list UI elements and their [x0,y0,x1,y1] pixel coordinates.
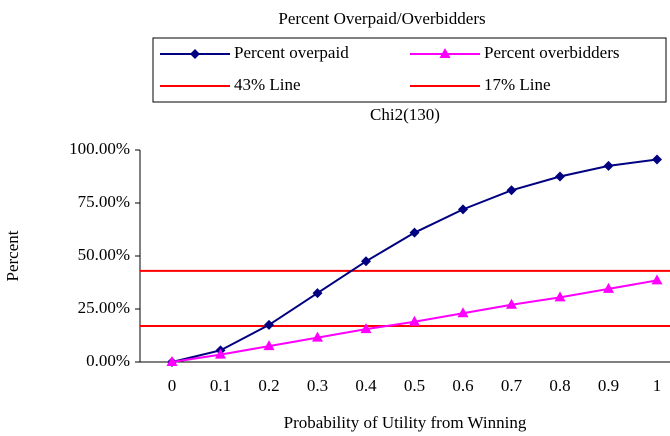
marker [361,256,371,267]
marker [264,319,274,330]
marker [555,171,565,182]
marker [458,204,468,215]
x-tick-label: 1 [653,376,662,395]
legend-label: 17% Line [484,75,551,94]
y-tick-label: 50.00% [78,245,130,264]
x-tick-label: 0 [168,376,177,395]
y-tick-label: 0.00% [86,351,130,370]
marker [312,331,323,342]
x-tick-label: 0.8 [549,376,570,395]
legend-label: 43% Line [234,75,301,94]
chart-subtitle: Chi2(130) [370,105,440,124]
legend-marker [439,48,451,58]
x-tick-label: 0.6 [452,376,473,395]
marker [603,160,614,171]
marker [409,227,420,238]
x-axis-label: Probability of Utility from Winning [284,413,527,432]
y-axis-label: Percent [3,230,22,281]
y-tick-label: 100.00% [69,139,130,158]
legend-marker [190,49,200,59]
marker [554,291,566,302]
chart-title: Percent Overpaid/Overbidders [278,9,485,28]
legend-box [152,37,667,103]
x-tick-label: 0.1 [210,376,231,395]
series-line [171,158,658,363]
marker [263,340,275,351]
marker [409,315,420,326]
y-tick-label: 25.00% [78,298,130,317]
x-tick-label: 0.2 [258,376,279,395]
marker [506,185,517,196]
legend-label: Percent overbidders [484,43,619,62]
marker [603,282,614,293]
marker [166,356,178,366]
marker [457,307,469,318]
x-tick-label: 0.9 [598,376,619,395]
x-tick-label: 0.4 [355,376,377,395]
marker [360,323,372,334]
x-tick-label: 0.5 [404,376,425,395]
marker [215,348,226,359]
x-tick-label: 0.3 [307,376,328,395]
legend-label: Percent overpaid [234,43,349,62]
marker [506,298,517,309]
marker [312,288,323,299]
marker [651,274,663,285]
x-tick-label: 0.7 [501,376,523,395]
marker [652,154,662,165]
y-tick-label: 75.00% [78,192,130,211]
